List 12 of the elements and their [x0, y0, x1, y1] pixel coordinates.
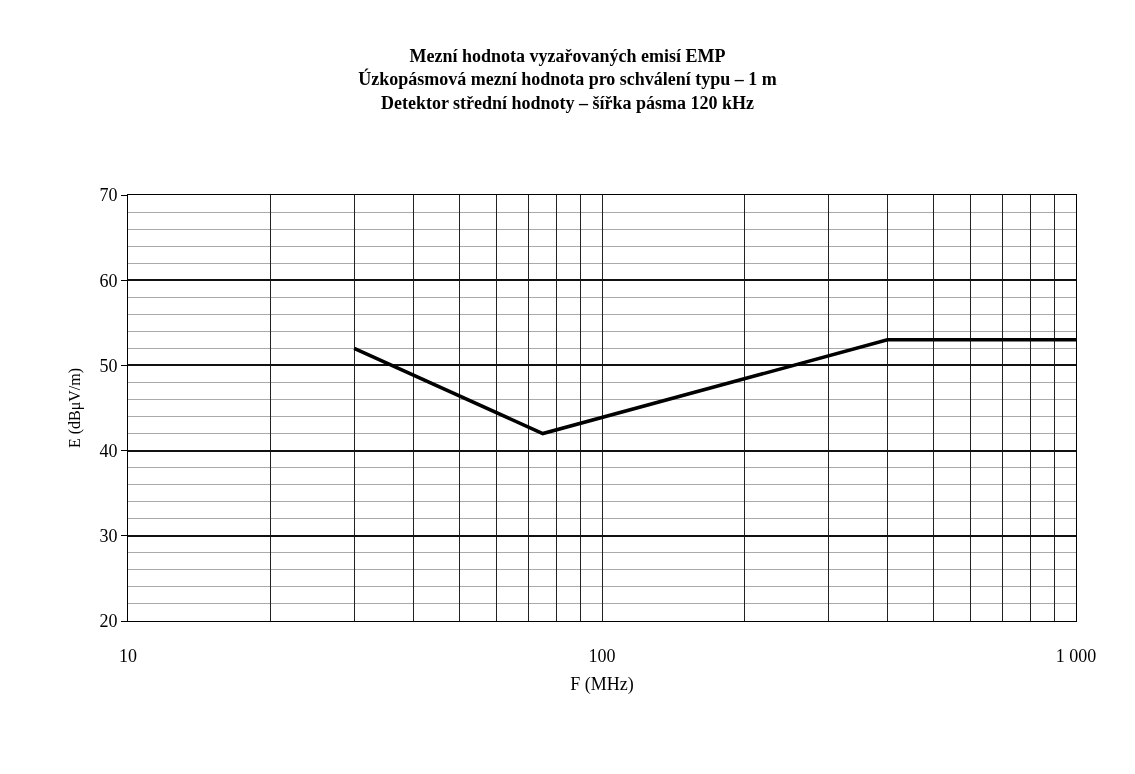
y-tick-label: 50	[99, 355, 118, 376]
y-tick-label: 40	[99, 440, 118, 461]
chart-title: Mezní hodnota vyzařovaných emisí EMP Úzkopásmová mezní hodnota pro schválení typu – 1 m Detektor střední hodnoty – šířka pásma 120 kHz	[358, 46, 777, 113]
x-tick-label: 1 000	[1055, 645, 1097, 666]
x-tick-label: 10	[119, 645, 137, 666]
x-tick-label: 100	[588, 645, 616, 666]
y-tick-label: 30	[99, 526, 118, 547]
y-tick-label: 70	[99, 185, 118, 206]
y-tick-label: 20	[99, 611, 118, 632]
y-tick-label: 60	[99, 270, 118, 291]
y-axis-title: E (dBμV/m)	[66, 367, 85, 449]
x-axis-title: F (MHz)	[570, 673, 634, 695]
